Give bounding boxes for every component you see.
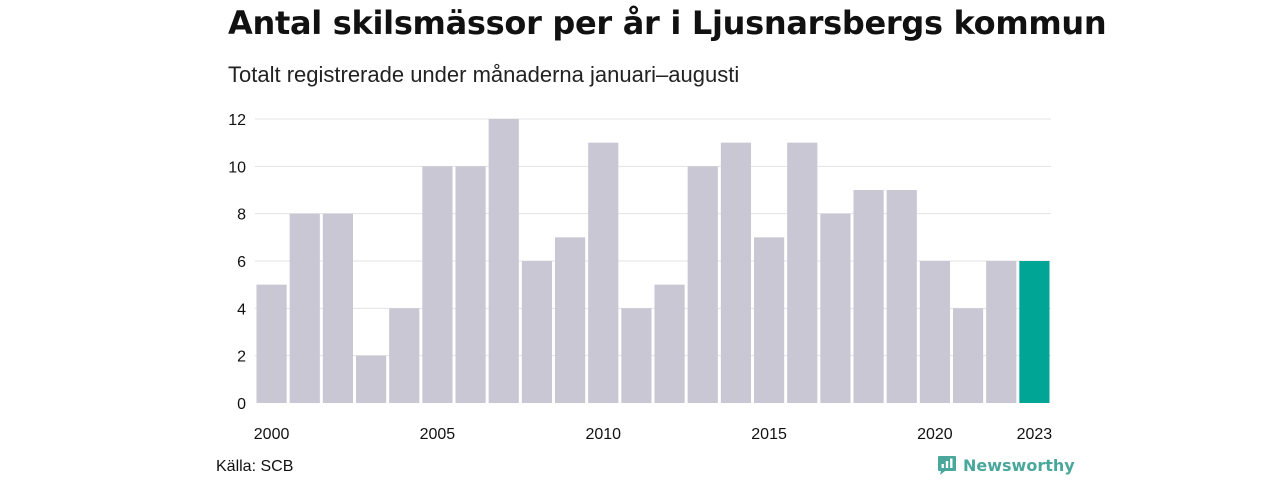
bar-2017 — [820, 213, 851, 403]
bar-2007 — [488, 119, 519, 403]
bar-2014 — [720, 142, 751, 403]
x-tick-label: 2020 — [917, 426, 953, 443]
bar-2015 — [754, 237, 785, 403]
bar-2005 — [422, 166, 453, 403]
bar-chart: 0 2 4 6 8 10 12 2000 2005 2010 2015 2020 2023 — [228, 112, 1053, 443]
y-tick-label: 6 — [237, 254, 246, 271]
x-tick-label: 2015 — [751, 426, 787, 443]
bar-2013 — [687, 166, 718, 403]
bar-2023 — [1019, 261, 1050, 403]
bar-2021 — [953, 308, 984, 403]
bar-2022 — [986, 261, 1017, 403]
bar-2016 — [787, 142, 818, 403]
bar-2006 — [455, 166, 486, 403]
bars — [256, 119, 1050, 403]
bar-2002 — [322, 213, 353, 403]
y-tick-label: 0 — [237, 396, 246, 413]
bar-2000 — [256, 284, 287, 403]
x-tick-label: 2010 — [585, 426, 621, 443]
bar-2011 — [621, 308, 652, 403]
x-tick-label: 2005 — [420, 426, 456, 443]
bar-2018 — [853, 190, 884, 403]
bar-2001 — [289, 213, 320, 403]
gridlines — [255, 118, 1051, 357]
chart-title: Antal skilsmässor per år i Ljusnarsbergs… — [228, 4, 1107, 42]
bar-2004 — [389, 308, 420, 403]
bar-2020 — [919, 261, 950, 403]
bar-2003 — [356, 355, 387, 403]
brand-name: Newsworthy — [963, 455, 1075, 475]
y-tick-label: 2 — [237, 349, 246, 366]
brand-logo: Newsworthy — [937, 455, 1075, 475]
x-tick-label: 2000 — [254, 426, 290, 443]
source-note: Källa: SCB — [216, 458, 294, 475]
bar-2009 — [555, 237, 586, 403]
chart-subtitle: Totalt registrerade under månaderna janu… — [228, 62, 740, 87]
bar-2012 — [654, 284, 685, 403]
bar-2019 — [886, 190, 917, 403]
newsworthy-logo-icon — [938, 456, 956, 475]
x-axis-ticks: 2000 2005 2010 2015 2020 2023 — [254, 426, 1053, 443]
bar-2010 — [588, 142, 619, 403]
y-tick-label: 12 — [228, 112, 246, 129]
y-tick-label: 10 — [228, 159, 246, 176]
y-tick-label: 4 — [237, 301, 246, 318]
x-tick-label: 2023 — [1017, 426, 1053, 443]
y-tick-label: 8 — [237, 207, 246, 224]
bar-2008 — [521, 261, 552, 403]
y-axis-ticks: 0 2 4 6 8 10 12 — [228, 112, 246, 413]
